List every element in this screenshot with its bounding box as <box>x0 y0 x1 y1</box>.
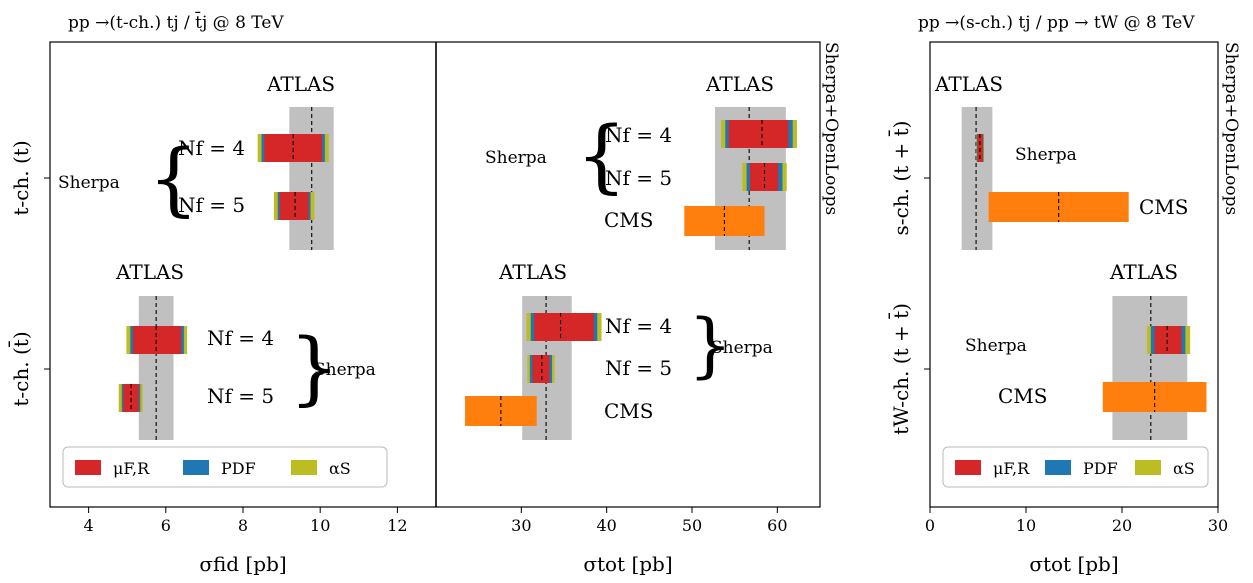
nf5-label-p1-bottom: Nf = 5 <box>207 384 274 408</box>
x-tick-label: 10 <box>1016 516 1036 535</box>
legend-label: PDF <box>1083 459 1118 478</box>
legend-left: μF,R PDF αS <box>62 446 388 488</box>
legend-label: PDF <box>221 459 256 478</box>
panel-total-tch <box>465 107 797 440</box>
legend-swatch <box>75 460 101 475</box>
cms-label-p2-top: CMS <box>604 208 653 232</box>
y-category-label: s-ch. (t + t̄) <box>888 121 913 236</box>
atlas-label-p3-bottom: ATLAS <box>1109 260 1178 284</box>
nf4-label-p1-bottom: Nf = 4 <box>207 326 274 350</box>
legend-label: αS <box>329 459 351 478</box>
brace-p2-top: { <box>576 109 627 202</box>
atlas-label-p1-top: ATLAS <box>266 72 335 96</box>
y-category-label: t-ch. (t̄) <box>8 331 33 406</box>
sherpa-label-p2-bottom: Sherpa <box>711 338 773 358</box>
nf5-label-p1-top: Nf = 5 <box>178 193 245 217</box>
x-tick-label: 30 <box>511 516 531 535</box>
atlas-band <box>961 107 993 250</box>
legend-box <box>942 446 1209 488</box>
legend-label: μF,R <box>993 459 1030 478</box>
x-axis-label-total-tch: σtot [pb] <box>583 552 672 576</box>
side-label-center: Sherpa+OpenLoops <box>821 42 841 215</box>
legend-swatch <box>291 460 317 475</box>
nf4-label-p2-bottom: Nf = 4 <box>605 314 672 338</box>
prediction-scale-bar <box>532 355 550 383</box>
sherpa-label-p1-bottom: Sherpa <box>314 360 376 380</box>
sherpa-label-p1-top: Sherpa <box>58 173 120 193</box>
title-left: pp →(t-ch.) tj / t̄j @ 8 TeV <box>68 10 284 33</box>
x-tick-label: 0 <box>925 516 935 535</box>
y-category-label: tW-ch. (t + t̄) <box>888 303 913 435</box>
legend-right: μF,R PDF αS <box>942 446 1209 488</box>
cms-label-p2-bottom: CMS <box>604 399 653 423</box>
nf5-label-p2-top: Nf = 5 <box>605 166 672 190</box>
legend-swatch <box>955 460 981 475</box>
x-tick-label: 8 <box>238 516 248 535</box>
prediction-scale-bar <box>728 120 789 148</box>
prediction-scale-bar <box>132 326 182 354</box>
legend-label: αS <box>1173 459 1195 478</box>
prediction-scale-bar <box>534 313 594 341</box>
x-tick-label: 50 <box>682 516 702 535</box>
x-tick-label: 40 <box>596 516 616 535</box>
brace-p1-bottom: } <box>289 321 340 414</box>
x-tick-label: 30 <box>1208 516 1228 535</box>
cms-label-p3-top: CMS <box>1139 195 1188 219</box>
atlas-band <box>1112 296 1188 440</box>
nf4-label-p2-top: Nf = 4 <box>605 123 672 147</box>
legend-swatch <box>1135 460 1161 475</box>
x-axis-label-fiducial: σfid [pb] <box>199 552 286 576</box>
panel-fiducial <box>118 107 334 440</box>
x-tick-label: 20 <box>1112 516 1132 535</box>
x-axis-label-total-s-tw: σtot [pb] <box>1029 552 1118 576</box>
y-category-label: t-ch. (t) <box>9 140 33 215</box>
nf4-label-p1-top: Nf = 4 <box>178 136 245 160</box>
panel-total-s-tw <box>961 107 1207 440</box>
legend-box <box>62 446 388 488</box>
sherpa-label-p3-top: Sherpa <box>1015 145 1077 165</box>
sherpa-label-p3-bottom: Sherpa <box>965 336 1027 356</box>
x-tick-label: 4 <box>84 516 94 535</box>
brace-p1-top: { <box>148 132 199 225</box>
prediction-scale-bar <box>279 192 309 220</box>
plot-frame-left <box>49 41 821 508</box>
x-tick-label: 6 <box>161 516 171 535</box>
nf5-label-p2-bottom: Nf = 5 <box>605 356 672 380</box>
atlas-label-p2-bottom: ATLAS <box>498 260 567 284</box>
plot-frame-right <box>929 41 1219 508</box>
legend-swatch <box>1045 460 1071 475</box>
prediction-scale-bar <box>1154 326 1182 354</box>
sherpa-label-p2-top: Sherpa <box>485 148 547 168</box>
brace-p2-bottom: } <box>688 304 733 386</box>
side-label-right: Sherpa+OpenLoops <box>1221 42 1241 215</box>
atlas-label-p2-top: ATLAS <box>705 72 774 96</box>
axes: 4 6 8 10 12 30 40 50 60 0 10 20 30 t-ch. (t) t-ch. (t̄… <box>8 41 1228 576</box>
legend-swatch <box>183 460 209 475</box>
x-tick-label: 12 <box>387 516 407 535</box>
atlas-label-p3-top: ATLAS <box>934 72 1003 96</box>
cms-label-p3-bottom: CMS <box>998 384 1047 408</box>
x-tick-label: 60 <box>767 516 787 535</box>
x-tick-label: 10 <box>310 516 330 535</box>
title-right: pp →(s-ch.) tj / pp → tW @ 8 TeV <box>918 13 1195 33</box>
legend-label: μF,R <box>113 459 150 478</box>
atlas-label-p1-bottom: ATLAS <box>115 260 184 284</box>
